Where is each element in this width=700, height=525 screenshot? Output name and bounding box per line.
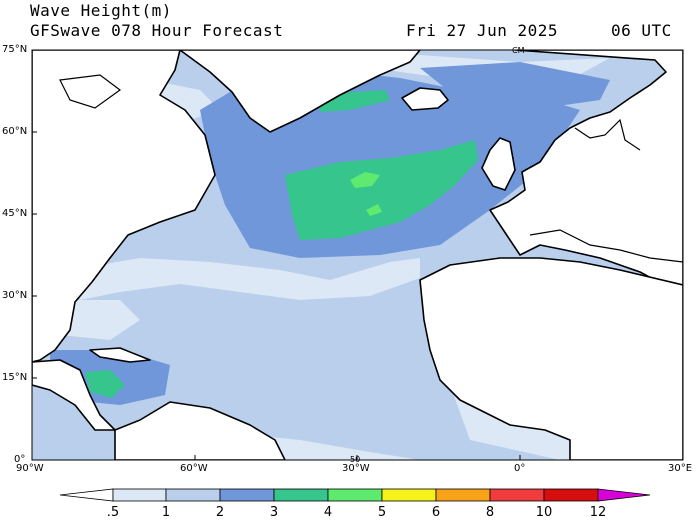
lat-label-60n: 60°N <box>2 126 28 137</box>
colorbar-bin-2 <box>219 488 275 502</box>
high-waves-central <box>285 140 478 240</box>
forecast-time: 06 UTC <box>611 21 672 40</box>
colorbar-label-9: 12 <box>589 505 607 520</box>
greenland-land <box>179 50 421 133</box>
lon-label-30e: 30°E <box>668 463 693 474</box>
colorbar-bin-7 <box>489 488 545 502</box>
cuba-island <box>89 347 151 363</box>
colorbar <box>59 488 651 502</box>
calm-zone-mid-atlantic <box>70 258 420 300</box>
south-america-land <box>114 401 286 460</box>
lat-label-15n: 15°N <box>2 372 28 383</box>
peak-waves-core <box>350 172 380 188</box>
forecast-date: Fri 27 Jun 2025 <box>406 21 558 40</box>
north-america-land <box>32 50 216 363</box>
model-forecast-title: GFSwave 078 Hour Forecast <box>30 21 284 40</box>
hudson-bay-coast <box>59 74 122 109</box>
lat-label-45n: 45°N <box>2 208 28 219</box>
colorbar-label-8: 10 <box>535 505 553 520</box>
colorbar-bin-6 <box>435 488 491 502</box>
contour-label-bottom: 50 <box>350 455 361 464</box>
colorbar-bin-0 <box>112 488 167 502</box>
lat-label-30n: 30°N <box>2 290 28 301</box>
lon-label-0: 0° <box>514 463 526 474</box>
colorbar-bin-8 <box>543 488 599 502</box>
colorbar-label-6: 6 <box>431 505 441 520</box>
coastline-detail <box>59 74 683 263</box>
mediterranean-coast <box>529 229 683 263</box>
colorbar-label-1: 1 <box>161 505 171 520</box>
map-variable-title: Wave Height(m) <box>30 1 172 20</box>
contour-label-top: CM <box>512 46 525 55</box>
colorbar-bin-3 <box>273 488 329 502</box>
colorbar-bin-4 <box>327 488 383 502</box>
colorbar-label-3: 3 <box>269 505 279 520</box>
colorbar-low-arrow <box>59 488 114 502</box>
lat-label-75n: 75°N <box>2 44 28 55</box>
colorbar-label-5: 5 <box>377 505 387 520</box>
colorbar-label-0: .5 <box>106 505 120 520</box>
colorbar-label-7: 8 <box>485 505 495 520</box>
lon-label-90w: 90°W <box>16 463 44 474</box>
baltic-coast <box>574 118 641 151</box>
high-waves-caribbean <box>85 370 125 398</box>
peak-waves-secondary <box>366 204 382 216</box>
map-field <box>32 50 683 460</box>
colorbar-bin-5 <box>381 488 437 502</box>
colorbar-label-4: 4 <box>323 505 333 520</box>
axis-ticks <box>31 49 684 461</box>
lat-label-0: 0° <box>14 454 26 465</box>
colorbar-bin-1 <box>165 488 221 502</box>
colorbar-high-arrow <box>597 488 651 502</box>
lon-label-60w: 60°W <box>180 463 208 474</box>
uk-ireland-land <box>481 137 516 191</box>
colorbar-label-2: 2 <box>215 505 225 520</box>
iceland-island <box>401 87 449 111</box>
africa-land <box>419 257 683 460</box>
lon-label-30w: 30°W <box>342 463 370 474</box>
swell-band-norwegian-sea <box>420 62 610 110</box>
